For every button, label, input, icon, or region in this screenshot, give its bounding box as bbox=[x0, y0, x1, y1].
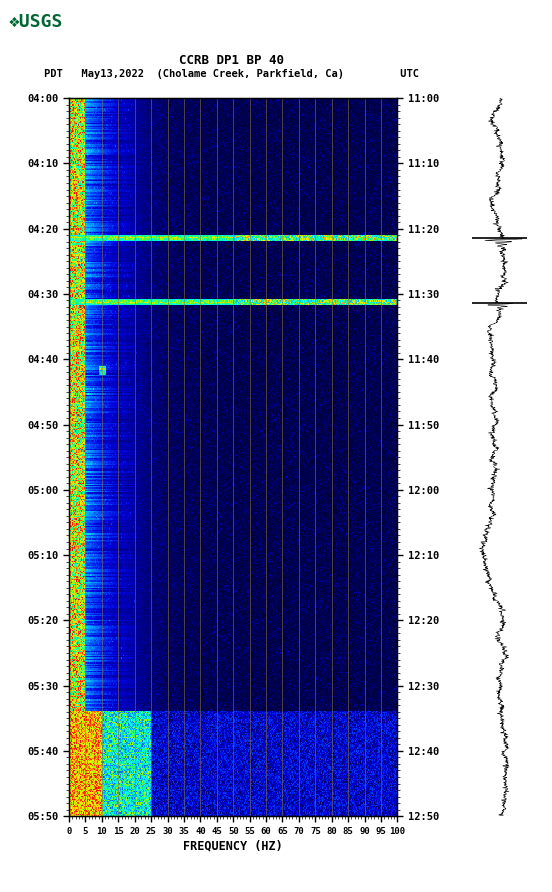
X-axis label: FREQUENCY (HZ): FREQUENCY (HZ) bbox=[183, 839, 283, 853]
Text: ❖USGS: ❖USGS bbox=[8, 13, 63, 31]
Text: CCRB DP1 BP 40: CCRB DP1 BP 40 bbox=[179, 54, 284, 67]
Text: PDT   May13,2022  (Cholame Creek, Parkfield, Ca)         UTC: PDT May13,2022 (Cholame Creek, Parkfield… bbox=[44, 69, 420, 79]
